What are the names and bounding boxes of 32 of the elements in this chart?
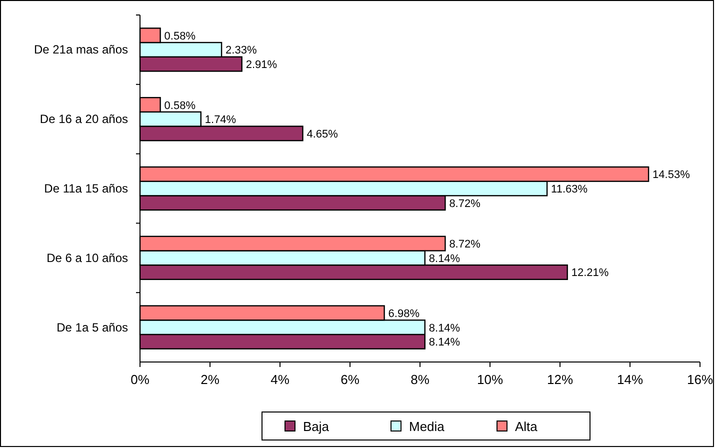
legend-label: Media bbox=[409, 419, 446, 434]
data-label: 1.74% bbox=[204, 114, 236, 126]
x-tick-label: 16% bbox=[686, 372, 714, 387]
data-label: 8.72% bbox=[449, 238, 481, 251]
y-tick-label: De 16 a 20 años bbox=[40, 112, 128, 126]
x-tick-label: 6% bbox=[340, 372, 360, 387]
data-label: 8.14% bbox=[428, 322, 460, 334]
legend-label: Alta bbox=[515, 419, 538, 434]
x-tick-label: 0% bbox=[130, 372, 150, 387]
x-tick-label: 2% bbox=[200, 372, 220, 387]
data-label: 8.72% bbox=[449, 198, 481, 210]
data-label: 11.63% bbox=[551, 184, 588, 196]
y-tick-label: De 6 a 10 años bbox=[46, 250, 128, 265]
x-tick-label: 4% bbox=[270, 372, 290, 387]
x-tick-label: 8% bbox=[410, 372, 430, 387]
y-tick-label: De 21a mas años bbox=[34, 42, 128, 57]
data-label: 14.53% bbox=[652, 169, 690, 182]
data-label: 8.14% bbox=[428, 336, 460, 349]
data-label: 12.21% bbox=[571, 267, 609, 280]
data-label: 6.98% bbox=[388, 308, 420, 320]
x-tick-label: 14% bbox=[616, 372, 644, 387]
x-tick-label: 10% bbox=[476, 372, 504, 387]
data-label: 4.65% bbox=[306, 128, 338, 140]
data-label: 0.58% bbox=[164, 30, 196, 42]
data-label: 8.14% bbox=[428, 252, 460, 265]
data-label: 0.58% bbox=[164, 100, 196, 112]
y-tick-label: De 11a 15 años bbox=[44, 182, 128, 196]
data-label: 2.33% bbox=[226, 44, 257, 57]
x-tick-label: 12% bbox=[546, 372, 574, 387]
y-tick-label: De 1a 5 años bbox=[56, 320, 128, 334]
data-label: 2.91% bbox=[246, 59, 278, 72]
legend-label: Baja bbox=[303, 419, 330, 434]
